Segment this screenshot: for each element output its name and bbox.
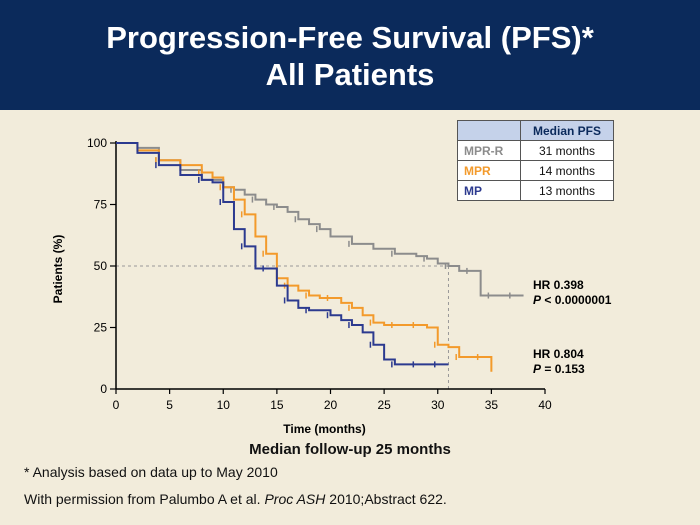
median-pfs-header-blank	[457, 120, 521, 141]
y-axis-label: Patients (%)	[51, 235, 65, 304]
x-tick-label: 15	[270, 398, 284, 412]
median-pfs-label-mpr: MPR	[457, 160, 521, 181]
median-pfs-row-mp: MP 13 months	[457, 180, 614, 201]
hazard-ratio-label: HR 0.804	[533, 347, 584, 361]
median-pfs-header: Median PFS	[520, 120, 614, 141]
citation-prefix: With permission from Palumbo A et al.	[24, 491, 265, 507]
citation-journal: Proc ASH	[264, 491, 326, 507]
x-tick-label: 25	[377, 398, 391, 412]
median-pfs-value-mp: 13 months	[520, 180, 614, 201]
citation: With permission from Palumbo A et al. Pr…	[24, 491, 447, 507]
citation-suffix: 2010;Abstract 622.	[325, 491, 447, 507]
y-tick-label: 0	[100, 382, 107, 396]
x-tick-label: 0	[113, 398, 120, 412]
median-pfs-row-mpr: MPR 14 months	[457, 160, 614, 181]
median-pfs-header-row: Median PFS	[457, 120, 614, 141]
x-tick-label: 35	[485, 398, 499, 412]
p-value-label: P = 0.153	[533, 362, 585, 376]
x-tick-label: 10	[217, 398, 231, 412]
y-tick-label: 50	[94, 259, 108, 273]
y-tick-label: 75	[94, 198, 108, 212]
median-pfs-table: Median PFS MPR-R 31 months MPR 14 months…	[457, 120, 614, 201]
y-tick-label: 25	[94, 321, 108, 335]
median-pfs-value-mpr-r: 31 months	[520, 140, 614, 161]
title-banner: Progression-Free Survival (PFS)* All Pat…	[0, 0, 700, 110]
median-pfs-label-mpr-r: MPR-R	[457, 140, 521, 161]
p-value-label: P < 0.0000001	[533, 293, 612, 307]
median-pfs-value-mpr: 14 months	[520, 160, 614, 181]
footnote: * Analysis based on data up to May 2010	[24, 464, 278, 480]
median-pfs-label-mp: MP	[457, 180, 521, 201]
series-line-mp	[116, 142, 449, 366]
pfs-chart: 0 5 10 15 20 25 30 35 40 0 25 50 75 100 Time (months) P…	[51, 136, 612, 436]
y-tick-label: 100	[87, 136, 107, 150]
series-line-mpr	[116, 142, 493, 372]
x-tick-label: 30	[431, 398, 445, 412]
x-axis-label: Time (months)	[283, 422, 365, 436]
x-tick-label: 20	[324, 398, 338, 412]
x-tick-label: 5	[166, 398, 173, 412]
hazard-ratio-label: HR 0.398	[533, 278, 584, 292]
series-line-mpr-r	[116, 142, 524, 297]
median-pfs-row-mpr-r: MPR-R 31 months	[457, 140, 614, 161]
slide-title: Progression-Free Survival (PFS)*	[106, 20, 594, 55]
x-tick-label: 40	[538, 398, 552, 412]
slide-subtitle: All Patients	[265, 57, 435, 92]
follow-up-caption: Median follow-up 25 months	[249, 441, 451, 458]
